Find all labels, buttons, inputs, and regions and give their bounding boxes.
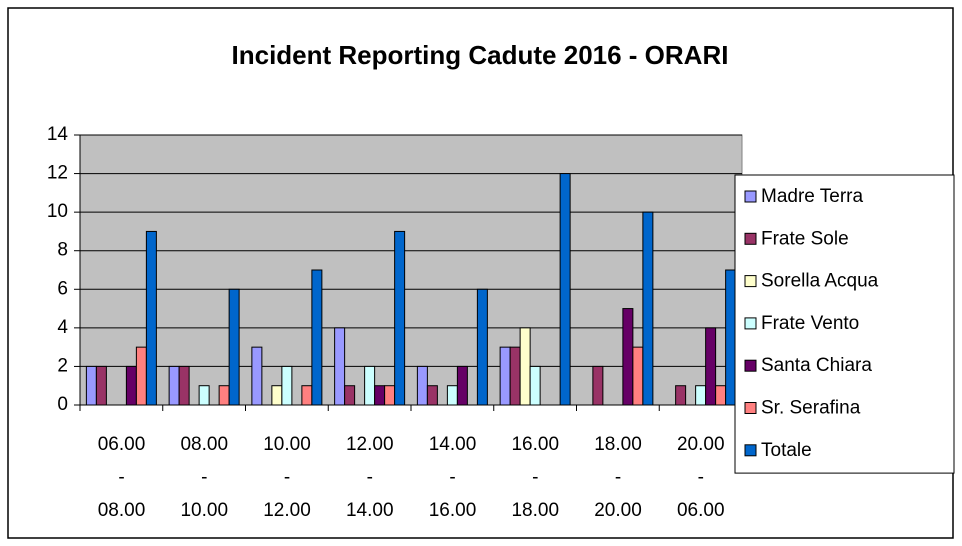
legend-label: Totale (761, 440, 812, 461)
x-tick-label: 14.00 - 16.00 (428, 434, 477, 521)
y-tick-label: 6 (57, 278, 68, 299)
bar (228, 288, 240, 406)
y-tick-label: 10 (47, 201, 68, 222)
bar (218, 385, 230, 406)
bar (509, 346, 521, 406)
bar (374, 385, 386, 406)
y-tick-label: 0 (57, 394, 68, 415)
legend-label: Sr. Serafina (761, 398, 861, 419)
bar (529, 365, 541, 406)
x-tick-label: 10.00 - 12.00 (263, 434, 311, 521)
legend-label: Frate Vento (761, 313, 859, 334)
bar (334, 327, 346, 406)
bar (426, 385, 438, 406)
bar (705, 327, 717, 406)
legend-label: Sorella Acqua (761, 271, 879, 292)
legend-swatch (744, 359, 757, 372)
y-tick-label: 4 (57, 317, 68, 338)
bar (145, 230, 157, 406)
legend-box (734, 174, 955, 474)
bar (364, 365, 376, 406)
bar (456, 365, 468, 406)
bar (301, 385, 313, 406)
legend-swatch (744, 190, 757, 203)
x-tick-label: 08.00 - 10.00 (180, 434, 229, 521)
y-tick-label: 2 (57, 355, 68, 376)
bar (675, 385, 687, 406)
bar (125, 365, 137, 406)
bar (725, 269, 737, 406)
bar (135, 346, 147, 406)
bar (95, 365, 107, 406)
bar (695, 385, 707, 406)
chart-title: Incident Reporting Cadute 2016 - ORARI (232, 40, 729, 70)
bar (85, 365, 97, 406)
x-tick-label: 18.00 - 20.00 (594, 434, 642, 521)
bar (271, 385, 283, 406)
bar (251, 346, 263, 406)
bar (499, 346, 511, 406)
legend-swatch (744, 402, 757, 414)
bar (281, 365, 293, 406)
legend-label: Santa Chiara (761, 355, 872, 376)
legend-swatch (744, 317, 757, 330)
legend-label: Frate Sole (761, 228, 849, 249)
bar (168, 365, 180, 406)
bar (622, 308, 634, 406)
x-tick-label: 16.00 - 18.00 (511, 434, 560, 521)
bar (384, 385, 396, 406)
bar (416, 365, 428, 406)
y-tick-label: 14 (47, 124, 69, 145)
bar (592, 365, 604, 406)
y-tick-label: 12 (47, 163, 68, 184)
bar (311, 269, 323, 406)
bar (559, 173, 571, 406)
bar (394, 230, 406, 406)
x-tick-label: 06.00 - 08.00 (97, 434, 146, 521)
legend-swatch (744, 232, 757, 245)
y-tick-label: 8 (57, 240, 68, 261)
x-tick-label: 20.00 - 06.00 (676, 434, 725, 521)
x-tick-label: 12.00 - 14.00 (345, 434, 394, 521)
bar (642, 211, 654, 406)
bar (476, 288, 488, 406)
bar (632, 346, 644, 406)
legend-swatch (744, 275, 757, 288)
bar (344, 385, 356, 406)
legend-label: Madre Terra (761, 186, 864, 207)
legend-swatch (744, 444, 757, 457)
bar (178, 365, 190, 406)
bar (715, 385, 727, 406)
bar (198, 385, 210, 406)
bar (446, 385, 458, 406)
bar (519, 327, 531, 406)
